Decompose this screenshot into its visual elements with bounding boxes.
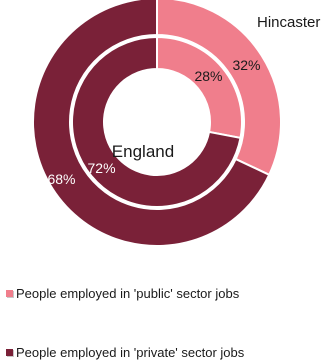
legend-swatch-public — [6, 289, 13, 297]
inner-ring-label: England — [112, 142, 174, 161]
legend-item-private: People employed in 'private' sector jobs — [6, 344, 244, 360]
outer-ring — [32, 0, 282, 247]
inner-ring — [71, 35, 243, 208]
inner-ring-label-private: 72% — [88, 160, 116, 176]
outer-ring-slice-private — [32, 0, 271, 247]
outer-ring-label-private: 68% — [47, 171, 75, 187]
donut-chart: 32% 68% 28% 72% Hincaster England — [32, 0, 320, 247]
legend-label-public: People employed in 'public' sector jobs — [16, 285, 240, 301]
outer-ring-label: Hincaster — [257, 14, 320, 31]
legend-item-public: People employed in 'public' sector jobs — [6, 285, 239, 301]
inner-ring-slice-private — [71, 35, 242, 208]
legend-label-private: People employed in 'private' sector jobs — [16, 344, 245, 360]
legend-swatch-private — [6, 348, 13, 356]
outer-ring-label-public: 32% — [232, 57, 260, 73]
slice-labels: 32% 68% 28% 72% — [47, 57, 260, 187]
inner-ring-label-public: 28% — [194, 68, 222, 84]
